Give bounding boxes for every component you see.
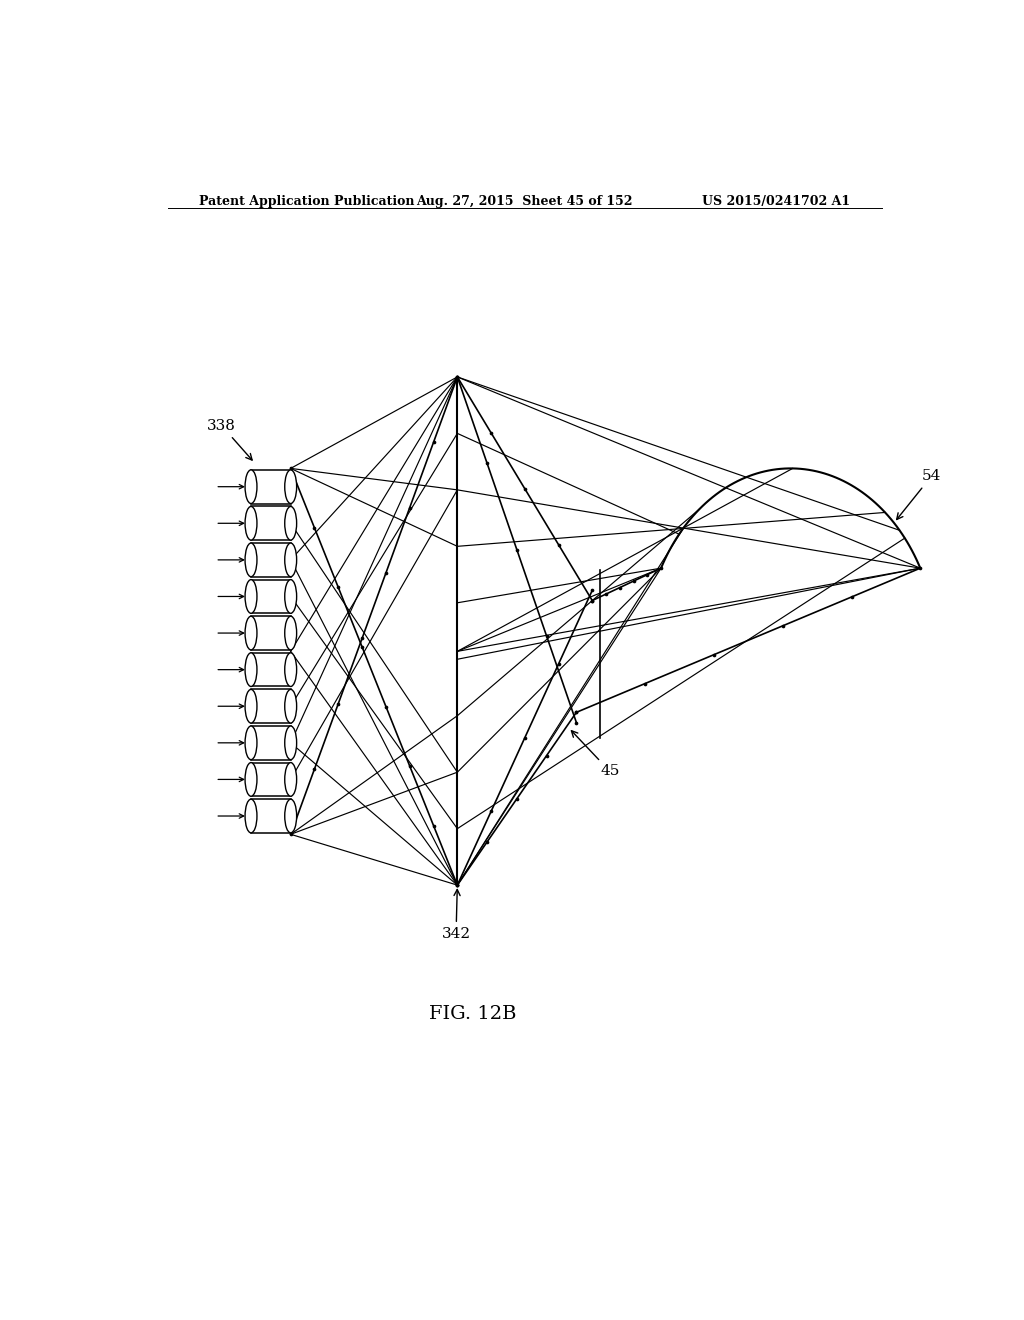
Point: [637, 673, 653, 694]
Bar: [251, 763, 291, 796]
Bar: [251, 616, 291, 649]
Ellipse shape: [285, 726, 297, 760]
Point: [283, 458, 299, 479]
Point: [584, 579, 600, 601]
Ellipse shape: [245, 763, 257, 796]
Point: [479, 453, 496, 474]
Text: Patent Application Publication: Patent Application Publication: [200, 194, 415, 207]
Ellipse shape: [245, 507, 257, 540]
Point: [550, 535, 566, 556]
Point: [516, 478, 532, 499]
Ellipse shape: [285, 799, 297, 833]
Point: [584, 590, 600, 611]
Point: [401, 498, 418, 519]
Text: 45: 45: [571, 731, 620, 779]
Ellipse shape: [285, 653, 297, 686]
Point: [378, 562, 394, 583]
Point: [539, 626, 555, 647]
Bar: [251, 689, 291, 723]
Point: [598, 583, 614, 605]
Bar: [251, 470, 291, 503]
Point: [611, 577, 628, 598]
Ellipse shape: [245, 543, 257, 577]
Ellipse shape: [245, 579, 257, 614]
Point: [568, 711, 585, 733]
Point: [330, 577, 346, 598]
Point: [450, 367, 466, 388]
Bar: [251, 543, 291, 577]
Point: [774, 615, 791, 636]
Point: [450, 367, 466, 388]
Point: [354, 636, 371, 657]
Point: [550, 653, 566, 675]
Ellipse shape: [285, 579, 297, 614]
Bar: [251, 726, 291, 760]
Point: [450, 875, 466, 896]
Ellipse shape: [285, 543, 297, 577]
Point: [378, 696, 394, 717]
Text: 342: 342: [441, 890, 471, 941]
Point: [283, 824, 299, 845]
Text: 54: 54: [897, 469, 941, 520]
Point: [626, 570, 642, 591]
Ellipse shape: [285, 507, 297, 540]
Text: Aug. 27, 2015  Sheet 45 of 152: Aug. 27, 2015 Sheet 45 of 152: [417, 194, 633, 207]
Point: [354, 628, 371, 649]
Text: FIG. 12B: FIG. 12B: [429, 1006, 517, 1023]
Point: [450, 875, 466, 896]
Point: [479, 832, 496, 853]
Ellipse shape: [245, 799, 257, 833]
Bar: [251, 653, 291, 686]
Point: [425, 814, 441, 836]
Text: 338: 338: [207, 418, 252, 461]
Ellipse shape: [245, 616, 257, 649]
Point: [912, 557, 929, 578]
Point: [568, 702, 585, 723]
Point: [516, 727, 532, 748]
Ellipse shape: [285, 689, 297, 723]
Text: US 2015/0241702 A1: US 2015/0241702 A1: [702, 194, 850, 207]
Ellipse shape: [245, 689, 257, 723]
Point: [450, 367, 466, 388]
Point: [425, 432, 441, 453]
Ellipse shape: [285, 616, 297, 649]
Point: [509, 788, 525, 809]
Point: [568, 702, 585, 723]
Ellipse shape: [245, 726, 257, 760]
Point: [450, 875, 466, 896]
Point: [539, 744, 555, 766]
Point: [306, 759, 323, 780]
Bar: [251, 579, 291, 614]
Point: [844, 586, 860, 607]
Point: [306, 517, 323, 539]
Bar: [251, 507, 291, 540]
Point: [653, 557, 670, 578]
Ellipse shape: [245, 470, 257, 503]
Point: [509, 539, 525, 560]
Point: [639, 564, 655, 585]
Bar: [251, 799, 291, 833]
Ellipse shape: [285, 763, 297, 796]
Point: [483, 422, 500, 444]
Ellipse shape: [245, 653, 257, 686]
Point: [401, 755, 418, 776]
Point: [584, 590, 600, 611]
Point: [706, 644, 722, 665]
Point: [483, 801, 500, 822]
Ellipse shape: [285, 470, 297, 503]
Point: [330, 693, 346, 714]
